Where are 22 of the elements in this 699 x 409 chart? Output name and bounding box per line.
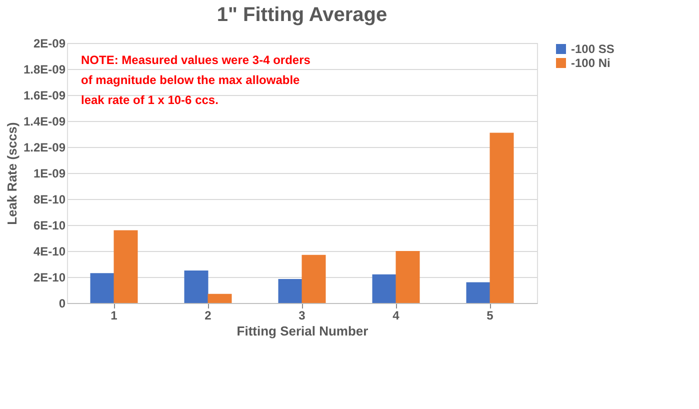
annotation: NOTE: Measured values were 3-4 orders of magnitude below the max allowable leak rate of 1 x 10-6 ccs. (81, 53, 311, 107)
y-tick-label: 1.2E-09 (23, 140, 66, 154)
x-tick-label: 3 (298, 308, 306, 322)
legend-label: -100 Ni (571, 56, 610, 70)
y-tick-label: 4E-10 (33, 244, 66, 258)
x-axis-title: Fitting Serial Number (236, 324, 368, 338)
x-tick-label: 2 (204, 308, 212, 322)
x-tick-label: 4 (392, 308, 400, 322)
y-tick-label: 1E-09 (33, 166, 66, 180)
y-tick-label: 6E-10 (33, 218, 66, 232)
chart-title: 1" Fitting Average (216, 4, 388, 26)
legend-label: -100 SS (571, 42, 614, 56)
y-tick-label: 1.6E-09 (23, 88, 66, 102)
y-tick-label: 0 (58, 296, 66, 310)
y-tick-label: 8E-10 (33, 192, 66, 206)
y-tick-label: 2E-10 (33, 270, 66, 284)
x-tick-label: 5 (486, 308, 494, 322)
x-tick-label: 1 (110, 308, 118, 322)
y-tick-label: 1.4E-09 (23, 114, 66, 128)
y-tick-label: 1.8E-09 (23, 62, 66, 76)
y-tick-label: 2E-09 (33, 36, 66, 50)
y-axis-title: Leak Rate (sccs) (4, 122, 20, 225)
